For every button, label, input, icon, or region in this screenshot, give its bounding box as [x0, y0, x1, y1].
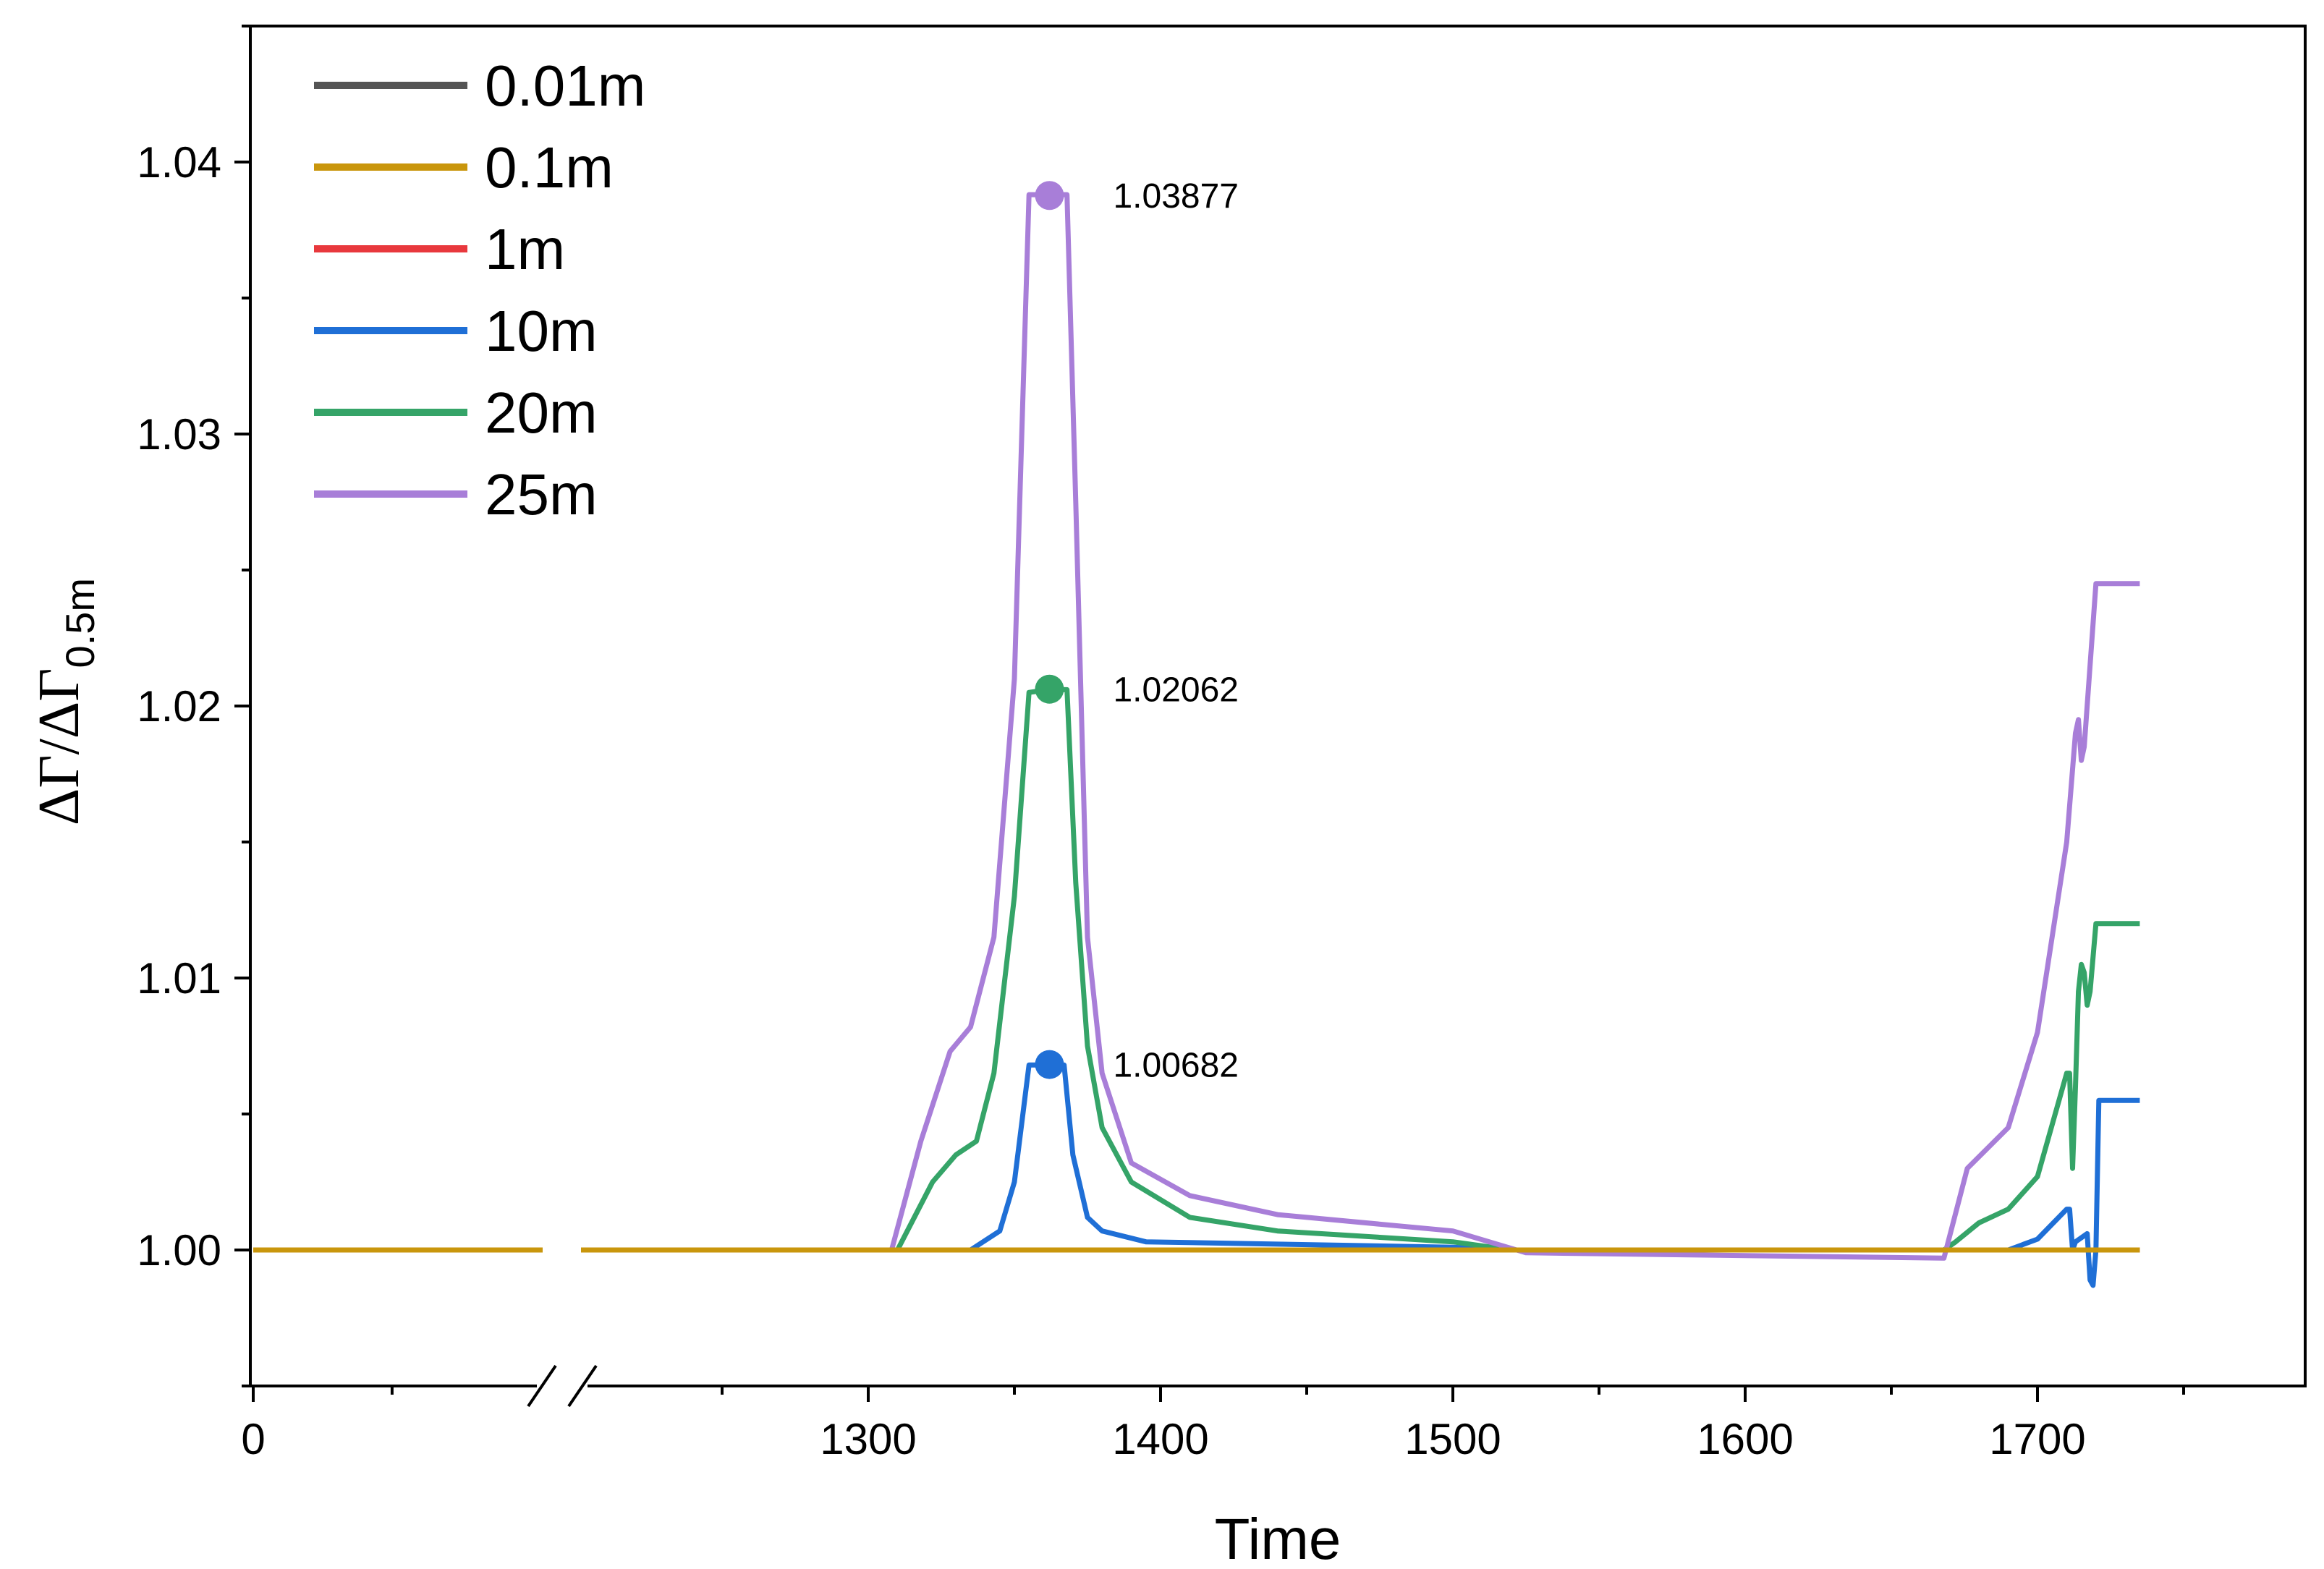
y-axis-label-main: ΔΓ/ΔΓ [27, 668, 91, 825]
x-tick-label: 1500 [1404, 1415, 1501, 1463]
x-tick-label: 1600 [1697, 1415, 1793, 1463]
legend-label: 20m [485, 380, 598, 445]
legend-label: 0.1m [485, 135, 614, 200]
series-line-25m [581, 192, 2140, 1261]
x-tick-label: 1700 [1989, 1415, 2085, 1463]
y-tick-label: 1.04 [137, 138, 221, 187]
y-tick-label: 1.01 [137, 954, 221, 1003]
series-layer [253, 192, 2140, 1288]
legend-label: 25m [485, 462, 598, 527]
legend-label: 1m [485, 217, 565, 281]
axis-break-slash [527, 1364, 557, 1408]
peak-value-label: 1.02062 [1113, 671, 1239, 710]
annotation-layer: 1.03877 1.02062 1.00682 [1035, 177, 1239, 1085]
axis-layer: 0 1300 1400 1500 1600 1700 1.00 1.01 1.02 1.03 1.0… [137, 25, 2185, 1463]
x-tick-label: 0 [241, 1415, 265, 1463]
y-tick-label: 1.00 [137, 1226, 221, 1275]
x-tick-label: 1300 [820, 1415, 916, 1463]
peak-value-label: 1.00682 [1113, 1047, 1239, 1085]
y-axis-label: ΔΓ/ΔΓ0.5m [27, 578, 103, 825]
x-axis-label: Time [1215, 1507, 1341, 1569]
x-tick-label: 1400 [1112, 1415, 1208, 1463]
y-tick-label: 1.03 [137, 410, 221, 459]
y-axis-label-subscript: 0.5m [57, 578, 103, 668]
axis-break-slash [567, 1364, 598, 1408]
plot-area [253, 192, 2140, 1288]
y-tick-label: 1.02 [137, 682, 221, 731]
legend-label: 10m [485, 299, 598, 363]
series-line-20m [581, 686, 2140, 1253]
axis-break-gap [537, 1371, 588, 1400]
peak-marker [1035, 181, 1064, 211]
peak-marker [1035, 1050, 1064, 1079]
legend: 0.01m 0.1m 1m 10m 20m 25m [314, 54, 645, 527]
peak-value-label: 1.03877 [1113, 177, 1239, 216]
legend-label: 0.01m [485, 54, 645, 118]
peak-marker [1035, 674, 1064, 704]
